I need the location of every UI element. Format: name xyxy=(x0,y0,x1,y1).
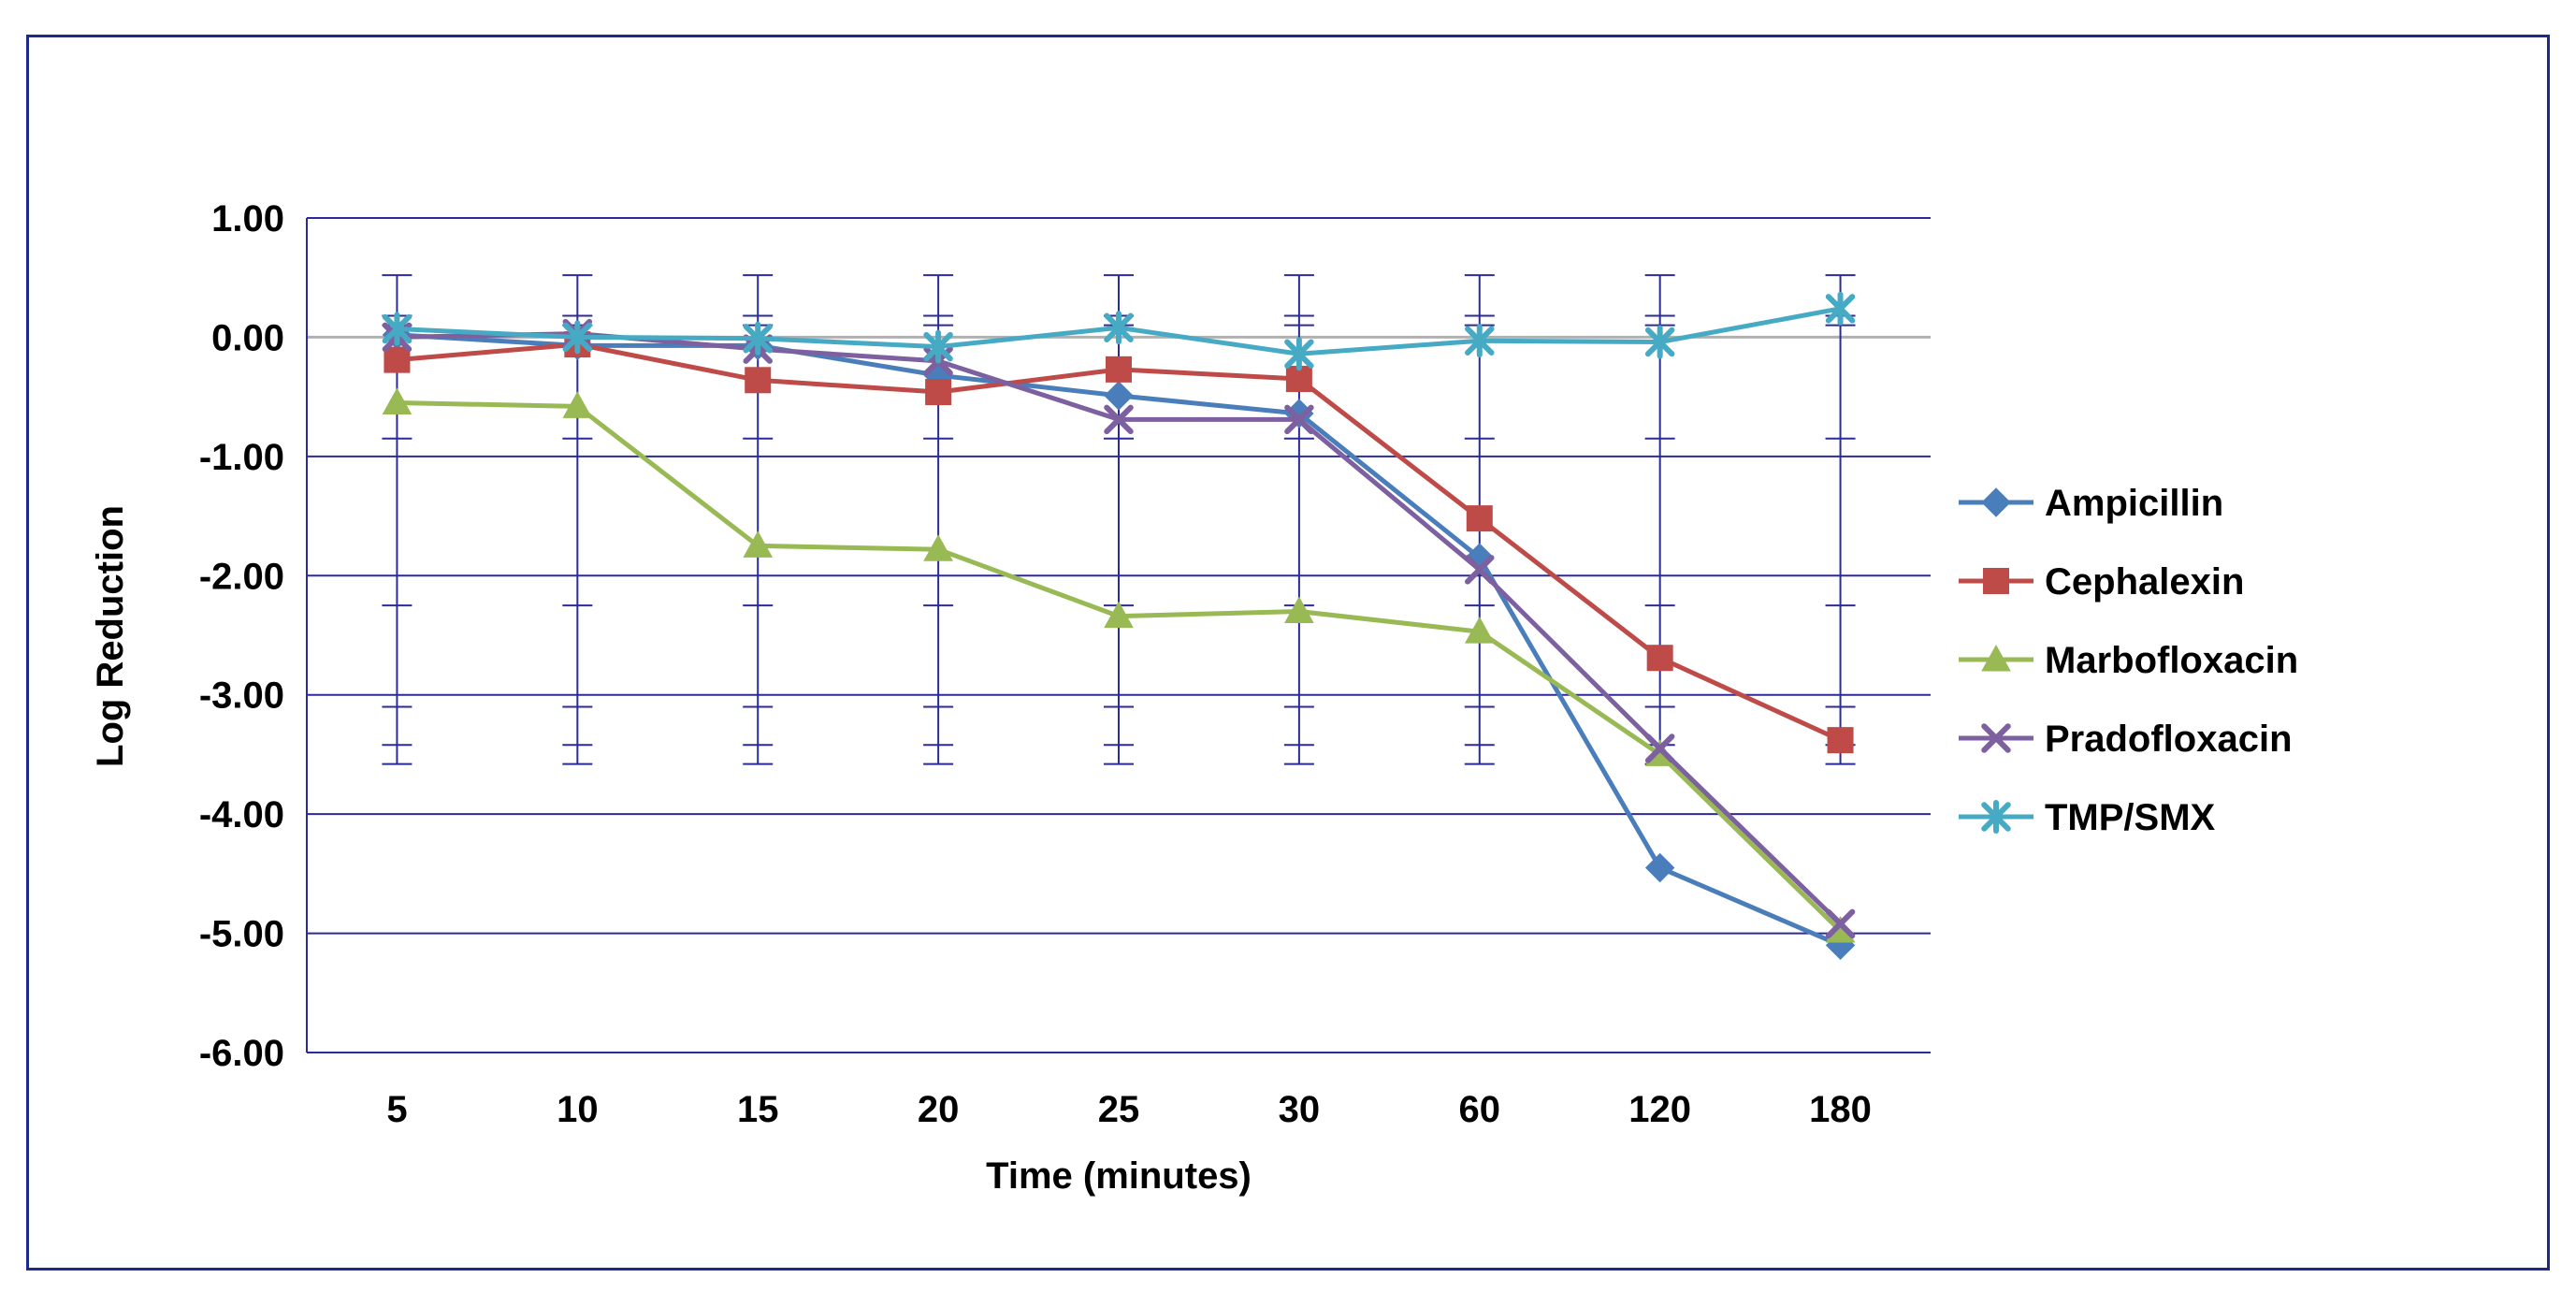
data-point xyxy=(1465,555,1495,585)
data-point xyxy=(1825,908,1856,939)
x-tick-label: 5 xyxy=(386,1089,407,1130)
data-point xyxy=(1284,404,1314,435)
x-axis-ticks: 5 10 15 20 25 30 60 120 180 xyxy=(386,1089,1872,1130)
legend-marker xyxy=(1981,487,2011,517)
y-axis-ticks: 1.00 0.00 -1.00 -2.00 -3.00 -4.00 -5.00 -6.00 xyxy=(199,198,284,1074)
data-point xyxy=(382,387,412,415)
data-point xyxy=(745,367,772,394)
y-tick-label: -4.00 xyxy=(199,794,284,835)
data-point xyxy=(1644,852,1675,883)
data-point xyxy=(923,329,953,364)
x-tick-label: 120 xyxy=(1628,1089,1691,1130)
data-point xyxy=(925,379,952,406)
legend-label: TMP/SMX xyxy=(2045,797,2216,838)
legend-marker xyxy=(1981,644,2011,672)
legend-marker xyxy=(1981,800,2011,834)
error-bar xyxy=(1104,274,1134,765)
data-point xyxy=(1825,291,1856,326)
line-chart: 1.00 0.00 -1.00 -2.00 -3.00 -4.00 -5.00 -6.00 5… xyxy=(90,198,2298,1197)
data-point xyxy=(1284,596,1314,624)
data-point xyxy=(1466,505,1493,532)
data-point xyxy=(1465,324,1495,358)
series-cephalexin xyxy=(384,331,1854,754)
data-point xyxy=(1646,645,1673,672)
data-point xyxy=(1104,381,1134,411)
legend-entry: Ampicillin xyxy=(1959,483,2223,524)
x-tick-label: 25 xyxy=(1098,1089,1140,1130)
x-tick-label: 180 xyxy=(1809,1089,1872,1130)
x-tick-label: 30 xyxy=(1279,1089,1321,1130)
chart-frame: 1.00 0.00 -1.00 -2.00 -3.00 -4.00 -5.00 -6.00 5… xyxy=(26,35,2550,1271)
x-tick-label: 15 xyxy=(737,1089,779,1130)
error-bar xyxy=(1825,274,1856,765)
data-point xyxy=(743,530,774,558)
y-tick-label: -3.00 xyxy=(199,675,284,717)
y-tick-label: 0.00 xyxy=(211,317,284,358)
x-tick-label: 20 xyxy=(918,1089,960,1130)
y-axis-title: Log Reduction xyxy=(90,505,131,767)
legend: Ampicillin Cephalexin Marbofloxacin Pradofl… xyxy=(1959,483,2298,838)
y-tick-label: -6.00 xyxy=(199,1033,284,1074)
data-point xyxy=(382,312,412,346)
data-point xyxy=(1284,337,1314,371)
data-point xyxy=(1464,617,1495,644)
legend-label: Cephalexin xyxy=(2045,561,2244,603)
series-lines xyxy=(382,291,1856,961)
legend-marker xyxy=(1983,568,2009,594)
y-tick-label: -2.00 xyxy=(199,556,284,597)
legend-entry: Cephalexin xyxy=(1959,561,2244,603)
y-tick-label: 1.00 xyxy=(211,198,284,240)
data-point xyxy=(384,346,411,373)
data-point xyxy=(1106,356,1132,383)
data-point xyxy=(923,534,953,561)
x-tick-label: 10 xyxy=(557,1089,599,1130)
data-point xyxy=(1104,311,1134,345)
data-point xyxy=(1104,404,1134,435)
x-axis-title: Time (minutes) xyxy=(986,1155,1252,1197)
data-point xyxy=(562,320,593,355)
legend-entry: TMP/SMX xyxy=(1959,797,2216,838)
data-point xyxy=(562,391,593,418)
legend-entry: Marbofloxacin xyxy=(1959,640,2298,681)
legend-label: Marbofloxacin xyxy=(2045,640,2298,681)
data-point xyxy=(1644,325,1675,359)
legend-entry: Pradofloxacin xyxy=(1959,719,2293,760)
series-tmp-smx xyxy=(382,291,1856,371)
legend-label: Ampicillin xyxy=(2045,483,2223,524)
data-point xyxy=(1285,366,1312,393)
legend-marker xyxy=(1981,723,2011,753)
data-point xyxy=(1644,733,1675,763)
y-tick-label: -5.00 xyxy=(199,914,284,955)
data-point xyxy=(1827,727,1854,754)
legend-label: Pradofloxacin xyxy=(2045,719,2293,760)
y-tick-label: -1.00 xyxy=(199,437,284,478)
x-tick-label: 60 xyxy=(1459,1089,1501,1130)
data-point xyxy=(743,321,773,356)
data-point xyxy=(1104,601,1134,629)
